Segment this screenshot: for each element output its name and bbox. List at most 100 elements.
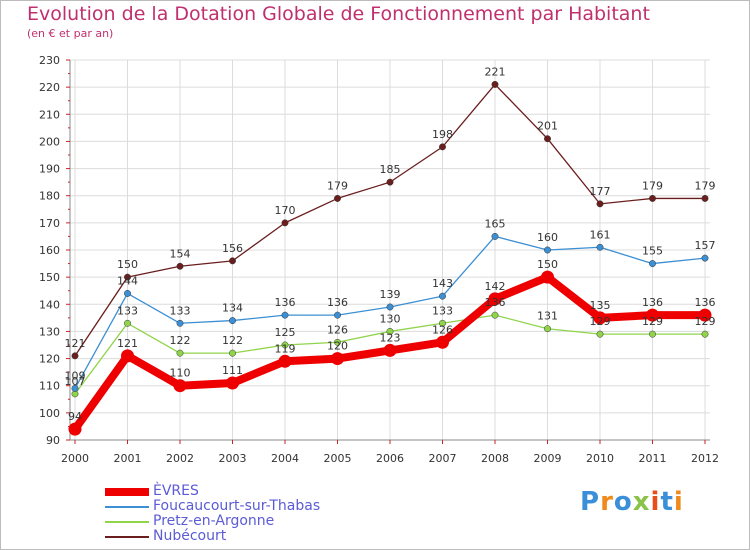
- data-label-s2-2001: 133: [117, 304, 138, 317]
- logo-letter: i: [673, 487, 684, 517]
- data-label-s0-2012: 136: [695, 296, 716, 309]
- legend-label-foucaucourt: Foucaucourt-sur-Thabas: [153, 498, 321, 514]
- y-tick-label-160: 160: [39, 244, 60, 257]
- y-tick-label-140: 140: [39, 298, 60, 311]
- data-label-s3-2006: 185: [380, 163, 401, 176]
- data-label-s3-2004: 170: [275, 204, 296, 217]
- data-point-s1-2010: [596, 243, 604, 251]
- x-tick-label-2004: 2004: [271, 452, 299, 465]
- data-point-s2-2012: [701, 330, 709, 338]
- data-label-s3-2005: 179: [327, 179, 348, 192]
- x-tick-label-2009: 2009: [534, 452, 562, 465]
- data-label-s2-2009: 131: [537, 310, 558, 323]
- data-label-s2-2004: 125: [275, 326, 296, 339]
- logo-letter: i: [650, 487, 661, 517]
- data-point-s2-2009: [544, 325, 551, 333]
- data-label-s0-2010: 135: [590, 299, 611, 312]
- data-point-s2-2011: [649, 330, 656, 338]
- x-tick-label-2012: 2012: [691, 452, 719, 465]
- data-label-s3-2011: 179: [642, 179, 663, 192]
- chart-subtitle: (en € et par an): [27, 27, 114, 40]
- data-label-s1-2005: 136: [327, 296, 348, 309]
- data-point-s0-2007: [436, 335, 449, 349]
- x-tick-label-2010: 2010: [586, 452, 614, 465]
- data-label-s2-2003: 122: [222, 334, 243, 347]
- legend-label-evres: ÈVRES: [153, 483, 199, 499]
- data-point-s3-2009: [544, 135, 551, 143]
- data-point-s1-2006: [386, 303, 394, 311]
- x-tick-label-2003: 2003: [219, 452, 247, 465]
- data-point-s3-2005: [334, 194, 341, 202]
- data-point-s0-2011: [646, 308, 659, 322]
- series-lines: [68, 80, 712, 436]
- data-point-s2-2010: [596, 330, 604, 338]
- data-label-s0-2008: 142: [485, 280, 506, 293]
- x-tick-label-2008: 2008: [481, 452, 509, 465]
- data-label-s3-2007: 198: [432, 128, 453, 141]
- logo-letter: r: [600, 487, 614, 517]
- data-label-s0-2011: 136: [642, 296, 663, 309]
- data-point-s1-2004: [281, 311, 289, 319]
- data-point-s2-2003: [229, 349, 236, 357]
- data-label-s1-2000: 109: [65, 369, 86, 382]
- data-point-s1-2005: [334, 311, 341, 319]
- data-point-s1-2009: [544, 246, 551, 254]
- data-point-s0-2005: [331, 352, 344, 366]
- y-axis-ticks: 90 100 110 120 130 140 150 160 170 180 190 200 210 22…: [39, 54, 70, 447]
- data-label-s2-2000: 107: [65, 375, 86, 388]
- y-tick-label-110: 110: [39, 380, 60, 393]
- data-point-s0-2001: [121, 349, 134, 363]
- y-tick-label-190: 190: [39, 163, 60, 176]
- data-point-s3-2012: [701, 194, 709, 202]
- data-point-s2-2008: [491, 311, 499, 319]
- data-label-s0-2001: 121: [117, 337, 138, 350]
- legend-label-pretz: Pretz-en-Argonne: [153, 513, 275, 529]
- x-tick-label-2011: 2011: [639, 452, 667, 465]
- data-point-s3-2002: [176, 262, 184, 270]
- data-label-s1-2012: 157: [695, 239, 716, 252]
- data-point-s0-2006: [383, 343, 397, 357]
- data-label-s0-2006: 123: [380, 331, 401, 344]
- data-label-s1-2009: 160: [537, 231, 558, 244]
- x-tick-label-2002: 2002: [166, 452, 194, 465]
- data-label-s3-2000: 121: [65, 337, 86, 350]
- data-label-s0-2005: 120: [327, 340, 348, 353]
- logo-letter: o: [613, 487, 633, 517]
- y-tick-label-90: 90: [46, 434, 60, 447]
- data-label-s0-2000: 94: [68, 410, 82, 423]
- y-tick-label-120: 120: [39, 353, 60, 366]
- proxiti-logo: Proxiti: [580, 487, 684, 517]
- data-label-s3-2002: 154: [170, 247, 191, 260]
- data-point-s1-2007: [439, 292, 446, 300]
- data-label-s0-2003: 111: [222, 364, 243, 377]
- data-point-s0-2009: [541, 270, 554, 284]
- x-tick-label-2007: 2007: [429, 452, 457, 465]
- data-point-s3-2003: [229, 257, 236, 265]
- data-label-s1-2001: 144: [117, 274, 138, 287]
- data-label-s1-2004: 136: [275, 296, 296, 309]
- data-point-s3-2004: [281, 219, 289, 227]
- y-tick-label-150: 150: [39, 271, 60, 284]
- data-label-s3-2003: 156: [222, 242, 243, 255]
- y-tick-label-100: 100: [39, 407, 60, 420]
- logo-letter: P: [580, 487, 601, 517]
- data-point-s3-2000: [71, 352, 79, 360]
- x-tick-label-2005: 2005: [324, 452, 352, 465]
- logo-letter: x: [632, 487, 651, 517]
- data-label-s0-2004: 119: [275, 342, 296, 355]
- data-label-s2-2011: 129: [642, 315, 663, 328]
- data-point-s1-2003: [229, 317, 236, 325]
- data-point-s1-2001: [124, 289, 131, 297]
- y-tick-label-130: 130: [39, 325, 60, 338]
- data-point-s0-2008: [488, 292, 502, 306]
- data-label-s1-2008: 165: [485, 217, 506, 230]
- data-label-s1-2011: 155: [642, 245, 663, 258]
- data-label-s1-2007: 143: [432, 277, 453, 290]
- data-point-s1-2012: [701, 254, 709, 262]
- x-tick-label-2006: 2006: [376, 452, 404, 465]
- data-label-s2-2007: 133: [432, 304, 453, 317]
- data-point-s1-2011: [649, 260, 656, 268]
- x-axis-ticks: 2000 2001 2002 2003 2004 2005 2006 2007 2008 2009…: [61, 440, 719, 465]
- legend-label-nubecourt: Nubécourt: [153, 528, 227, 544]
